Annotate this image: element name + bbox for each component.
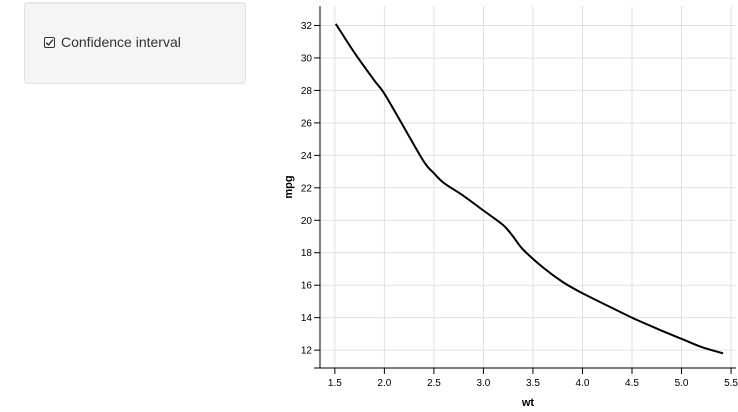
chart-series (334, 23, 724, 355)
y-tick-label: 32 (301, 21, 313, 32)
x-tick-label: 3.0 (476, 378, 490, 389)
confidence-interval-checkbox[interactable]: Confidence interval (44, 34, 181, 50)
x-tick-label: 1.5 (328, 378, 342, 389)
x-tick-label: 5.0 (675, 378, 689, 389)
checkmark-icon (45, 38, 54, 46)
x-tick-label: 2.0 (377, 378, 391, 389)
y-axis-title: mpg (283, 175, 295, 198)
y-tick-label: 24 (301, 151, 313, 162)
y-tick-label: 20 (301, 216, 313, 227)
chart-axes: 1.5 2.0 2.5 3.0 3.5 4.0 4.5 5.0 5.5 12 14 16 18 20 22 2… (301, 6, 738, 389)
x-tick-label: 3.5 (526, 378, 540, 389)
checkbox-checked-icon[interactable] (44, 36, 55, 48)
y-tick-label: 12 (301, 346, 313, 357)
x-tick-label: 4.0 (576, 378, 590, 389)
y-tick-label: 28 (301, 86, 313, 97)
x-tick-label: 5.5 (724, 378, 738, 389)
x-axis-title: wt (521, 397, 535, 409)
chart-grid (320, 6, 736, 368)
line-chart: 1.5 2.0 2.5 3.0 3.5 4.0 4.5 5.0 5.5 12 14 16 18 20 22 2… (283, 6, 738, 409)
checkbox-label: Confidence interval (61, 34, 181, 50)
y-tick-label: 16 (301, 281, 313, 292)
x-tick-label: 2.5 (427, 378, 441, 389)
x-tick-label: 4.5 (625, 378, 639, 389)
series-line (334, 23, 724, 355)
y-tick-label: 22 (301, 183, 313, 194)
sidebar-panel: Confidence interval (24, 2, 246, 84)
y-tick-label: 30 (301, 53, 313, 64)
y-tick-label: 18 (301, 248, 313, 259)
y-tick-label: 26 (301, 118, 313, 129)
y-tick-label: 14 (301, 313, 313, 324)
